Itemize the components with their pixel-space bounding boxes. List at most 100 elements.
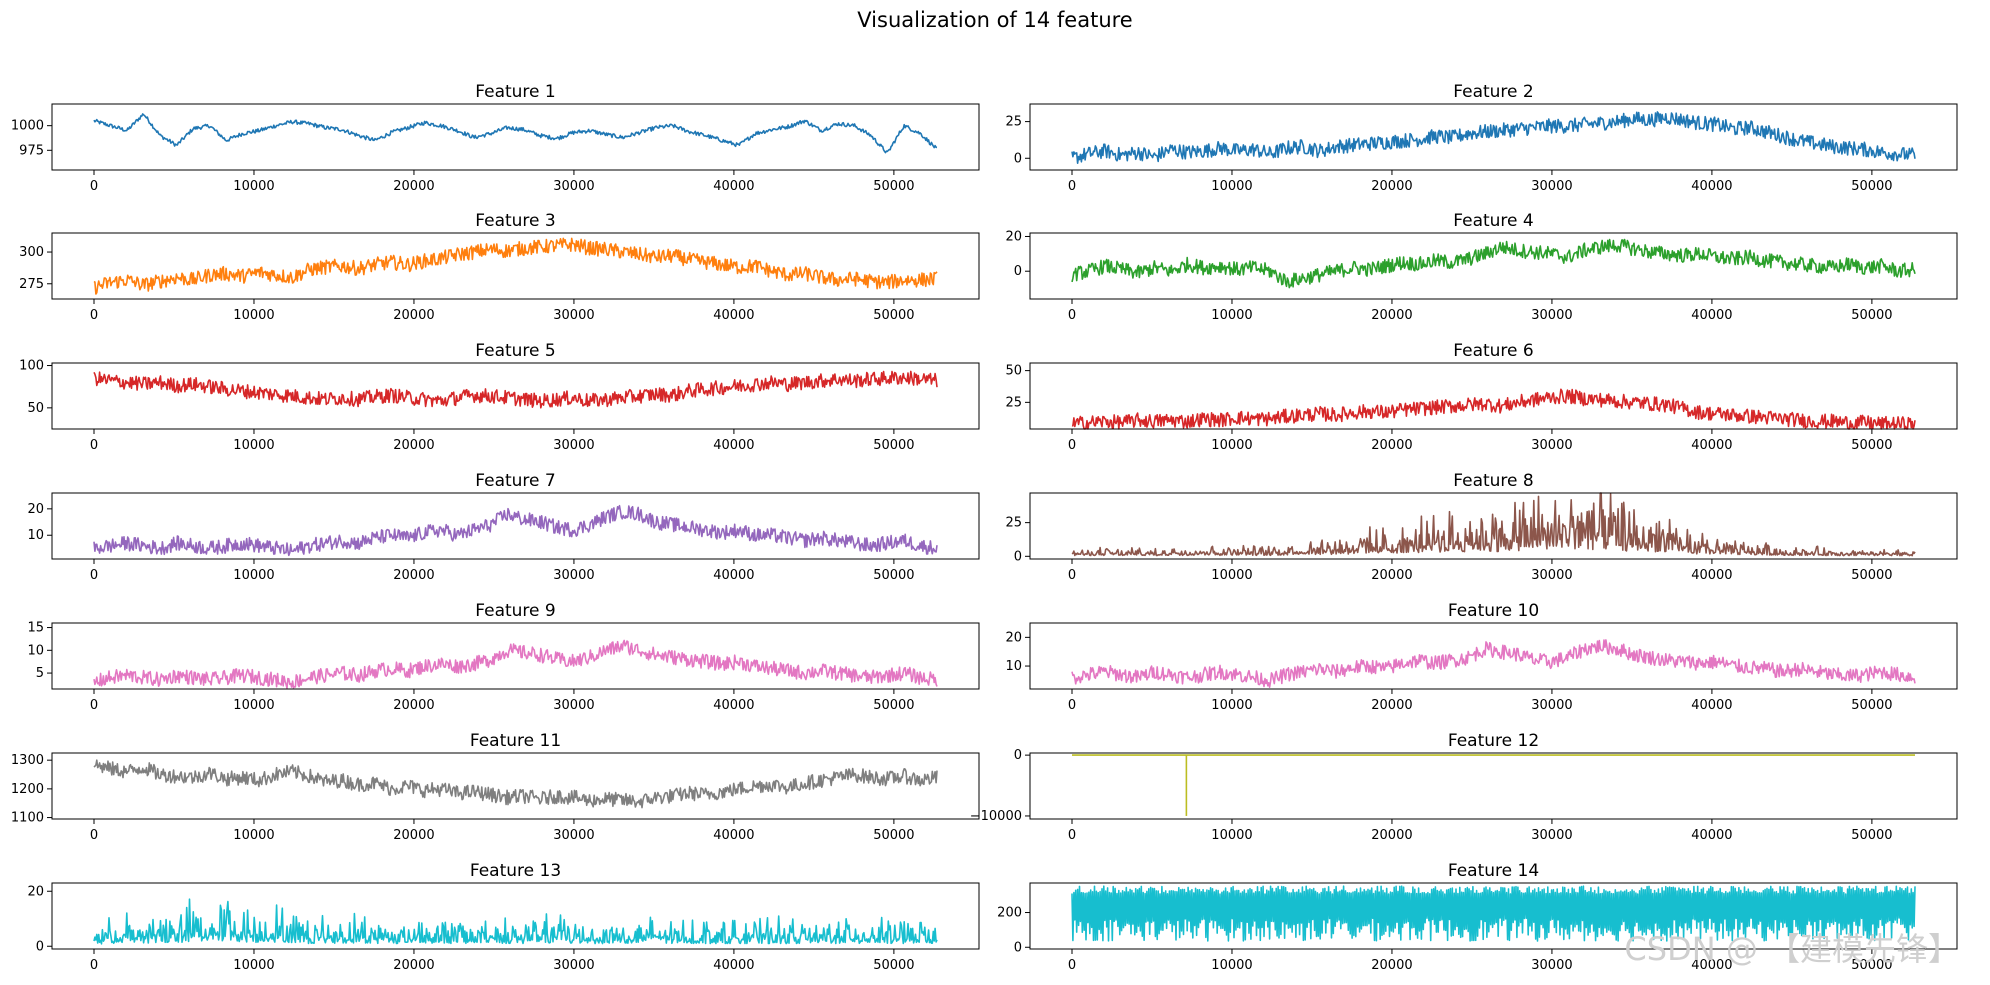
subplot-feature-11: Feature 11 0 10000 20000 30000 40000 50000 1100… xyxy=(11,731,980,843)
subplot-title: Feature 1 xyxy=(475,82,555,102)
x-tick-label: 40000 xyxy=(1691,438,1732,453)
subplot-feature-13: Feature 13 0 10000 20000 30000 40000 50000 0 20 xyxy=(27,861,980,973)
y-tick-label: 0 xyxy=(36,939,44,954)
y-tick-label: 300 xyxy=(19,245,44,260)
series-line xyxy=(93,113,938,154)
subplot-title: Feature 9 xyxy=(475,601,555,621)
x-tick-label: 10000 xyxy=(233,308,274,323)
x-tick-label: 30000 xyxy=(553,438,594,453)
axes-frame xyxy=(1029,752,1958,820)
x-tick-label: 40000 xyxy=(1691,308,1732,323)
y-tick-label: 20 xyxy=(1005,630,1022,645)
x-tick-label: 10000 xyxy=(1211,958,1252,973)
x-tick-label: 20000 xyxy=(393,568,434,583)
y-tick-label: 50 xyxy=(1005,364,1022,379)
x-tick-label: 30000 xyxy=(553,308,594,323)
x-tick-label: 10000 xyxy=(233,179,274,194)
x-tick-label: 0 xyxy=(90,958,98,973)
x-tick-label: 20000 xyxy=(1371,308,1412,323)
x-tick-label: 20000 xyxy=(393,438,434,453)
y-tick-label: 1300 xyxy=(11,753,44,768)
x-tick-label: 50000 xyxy=(1851,568,1892,583)
subplot-title: Feature 6 xyxy=(1453,341,1533,361)
x-tick-label: 30000 xyxy=(553,698,594,713)
y-tick-label: 975 xyxy=(19,143,44,158)
y-tick-label: 100 xyxy=(19,359,44,374)
y-tick-label: 275 xyxy=(19,277,44,292)
y-tick-label: 200 xyxy=(997,906,1022,921)
x-tick-label: 20000 xyxy=(393,698,434,713)
series-line xyxy=(1071,492,1916,557)
axes-frame xyxy=(51,882,980,950)
subplot-title: Feature 8 xyxy=(1453,471,1533,491)
x-tick-label: 20000 xyxy=(1371,698,1412,713)
x-tick-label: 10000 xyxy=(1211,179,1252,194)
series-line xyxy=(93,759,938,809)
subplot-title: Feature 7 xyxy=(475,471,555,491)
axes-frame xyxy=(51,103,980,171)
x-tick-label: 0 xyxy=(1068,828,1076,843)
x-tick-label: 30000 xyxy=(553,828,594,843)
figure-title: Visualization of 14 feature xyxy=(857,8,1132,32)
x-tick-label: 0 xyxy=(90,568,98,583)
series-line xyxy=(1071,388,1916,430)
x-tick-label: 20000 xyxy=(1371,438,1412,453)
x-tick-label: 10000 xyxy=(1211,308,1252,323)
axes-frame xyxy=(1029,882,1958,950)
y-tick-label: −10000 xyxy=(970,809,1022,824)
x-tick-label: 0 xyxy=(1068,308,1076,323)
x-tick-label: 30000 xyxy=(1531,438,1572,453)
x-tick-label: 0 xyxy=(90,179,98,194)
y-tick-label: 15 xyxy=(27,621,44,636)
axes-frame xyxy=(51,622,980,690)
x-tick-label: 50000 xyxy=(873,179,914,194)
y-tick-label: 1200 xyxy=(11,782,44,797)
x-tick-label: 10000 xyxy=(233,438,274,453)
x-tick-label: 30000 xyxy=(553,568,594,583)
y-tick-label: 0 xyxy=(1014,940,1022,955)
x-tick-label: 30000 xyxy=(1531,568,1572,583)
x-tick-label: 0 xyxy=(90,828,98,843)
y-tick-label: 10 xyxy=(1005,659,1022,674)
axes-frame xyxy=(51,362,980,430)
x-tick-label: 20000 xyxy=(1371,179,1412,194)
x-tick-label: 40000 xyxy=(1691,698,1732,713)
y-tick-label: 10 xyxy=(27,643,44,658)
x-tick-label: 50000 xyxy=(873,568,914,583)
x-tick-label: 40000 xyxy=(713,308,754,323)
axes-frame xyxy=(1029,492,1958,560)
x-tick-label: 10000 xyxy=(1211,828,1252,843)
x-tick-label: 0 xyxy=(90,308,98,323)
x-tick-label: 40000 xyxy=(713,438,754,453)
x-tick-label: 40000 xyxy=(713,698,754,713)
series-line xyxy=(1071,238,1916,289)
x-tick-label: 0 xyxy=(90,698,98,713)
x-tick-label: 30000 xyxy=(553,179,594,194)
x-tick-label: 40000 xyxy=(1691,958,1732,973)
x-tick-label: 40000 xyxy=(1691,828,1732,843)
subplot-title: Feature 4 xyxy=(1453,211,1533,231)
x-tick-label: 0 xyxy=(90,438,98,453)
y-tick-label: 25 xyxy=(1005,395,1022,410)
x-tick-label: 0 xyxy=(1068,179,1076,194)
x-tick-label: 20000 xyxy=(393,958,434,973)
subplot-feature-8: Feature 8 0 10000 20000 30000 40000 50000 0 25 xyxy=(1005,471,1958,583)
axes-frame xyxy=(1029,103,1958,171)
subplot-title: Feature 5 xyxy=(475,341,555,361)
x-tick-label: 50000 xyxy=(1851,958,1892,973)
axes-frame xyxy=(1029,232,1958,300)
x-tick-label: 50000 xyxy=(1851,179,1892,194)
axes-frame xyxy=(51,752,980,820)
subplot-feature-3: Feature 3 0 10000 20000 30000 40000 50000 275 30… xyxy=(19,211,980,323)
x-tick-label: 40000 xyxy=(713,828,754,843)
series-line xyxy=(1071,639,1916,689)
x-tick-label: 20000 xyxy=(1371,568,1412,583)
x-tick-label: 10000 xyxy=(233,568,274,583)
subplot-feature-1: Feature 1 0 10000 20000 30000 40000 50000 975 10… xyxy=(11,82,980,194)
subplot-feature-10: Feature 10 0 10000 20000 30000 40000 50000 10 20 xyxy=(1005,601,1958,713)
x-tick-label: 50000 xyxy=(873,308,914,323)
subplot-title: Feature 3 xyxy=(475,211,555,231)
y-tick-label: 0 xyxy=(1014,151,1022,166)
x-tick-label: 40000 xyxy=(1691,179,1732,194)
subplot-feature-6: Feature 6 0 10000 20000 30000 40000 50000 25 50 xyxy=(1005,341,1958,453)
